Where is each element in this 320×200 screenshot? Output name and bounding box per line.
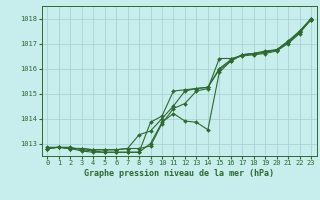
X-axis label: Graphe pression niveau de la mer (hPa): Graphe pression niveau de la mer (hPa) bbox=[84, 169, 274, 178]
